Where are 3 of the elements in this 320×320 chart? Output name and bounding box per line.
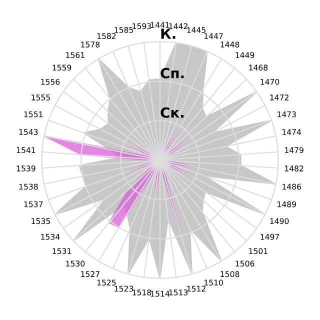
y-tick-label: К. <box>161 28 176 39</box>
y-tick-label: Сп. <box>160 68 184 78</box>
y-tick-label: Ск. <box>160 107 184 118</box>
